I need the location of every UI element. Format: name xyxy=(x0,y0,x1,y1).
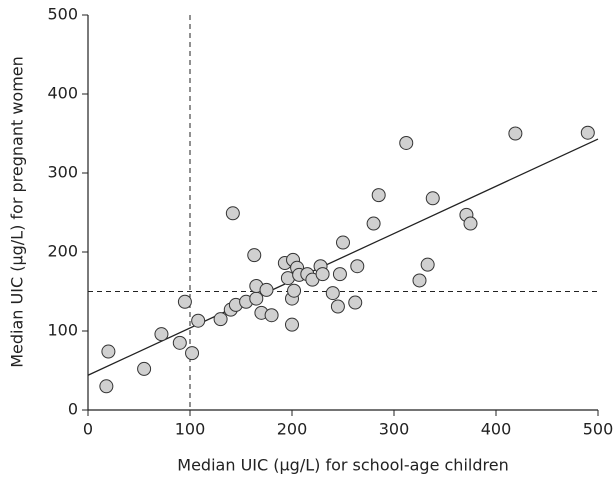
x-tick-label: 400 xyxy=(481,420,512,439)
x-axis-title: Median UIC (μg/L) for school-age childre… xyxy=(177,456,508,475)
point xyxy=(191,313,206,328)
point xyxy=(463,216,478,231)
point xyxy=(172,335,187,350)
y-tick-label: 0 xyxy=(68,400,78,419)
point xyxy=(508,126,523,141)
y-tick-label: 500 xyxy=(47,5,78,24)
point xyxy=(348,295,363,310)
point xyxy=(264,308,279,323)
point xyxy=(249,291,264,306)
y-tick-label: 300 xyxy=(47,163,78,182)
point xyxy=(580,125,595,140)
trend-line xyxy=(87,138,599,376)
point xyxy=(247,248,262,263)
y-tick-label: 200 xyxy=(47,242,78,261)
point xyxy=(213,312,228,327)
point xyxy=(350,259,365,274)
point xyxy=(177,294,192,309)
point xyxy=(425,191,440,206)
point xyxy=(325,286,340,301)
point xyxy=(420,257,435,272)
x-tick-label: 300 xyxy=(379,420,410,439)
point xyxy=(332,267,347,282)
point xyxy=(412,273,427,288)
point xyxy=(154,327,169,342)
point xyxy=(99,379,114,394)
x-tick-label: 100 xyxy=(175,420,206,439)
point xyxy=(285,317,299,332)
x-tick-label: 200 xyxy=(277,420,308,439)
point xyxy=(259,282,274,297)
point xyxy=(371,188,386,203)
point xyxy=(330,299,345,314)
y-axis-title: Median UIC (μg/L) for pregnant women xyxy=(8,56,27,368)
point xyxy=(101,344,116,359)
x-tick-label: 500 xyxy=(583,420,614,439)
y-tick-label: 400 xyxy=(47,84,78,103)
point xyxy=(225,206,240,221)
point xyxy=(399,135,414,150)
x-tick-label: 0 xyxy=(83,420,93,439)
y-tick-label: 100 xyxy=(47,321,78,340)
point xyxy=(185,346,200,361)
point xyxy=(366,216,381,231)
point xyxy=(287,283,302,298)
point xyxy=(315,267,330,282)
point xyxy=(137,361,152,376)
point xyxy=(336,235,350,250)
